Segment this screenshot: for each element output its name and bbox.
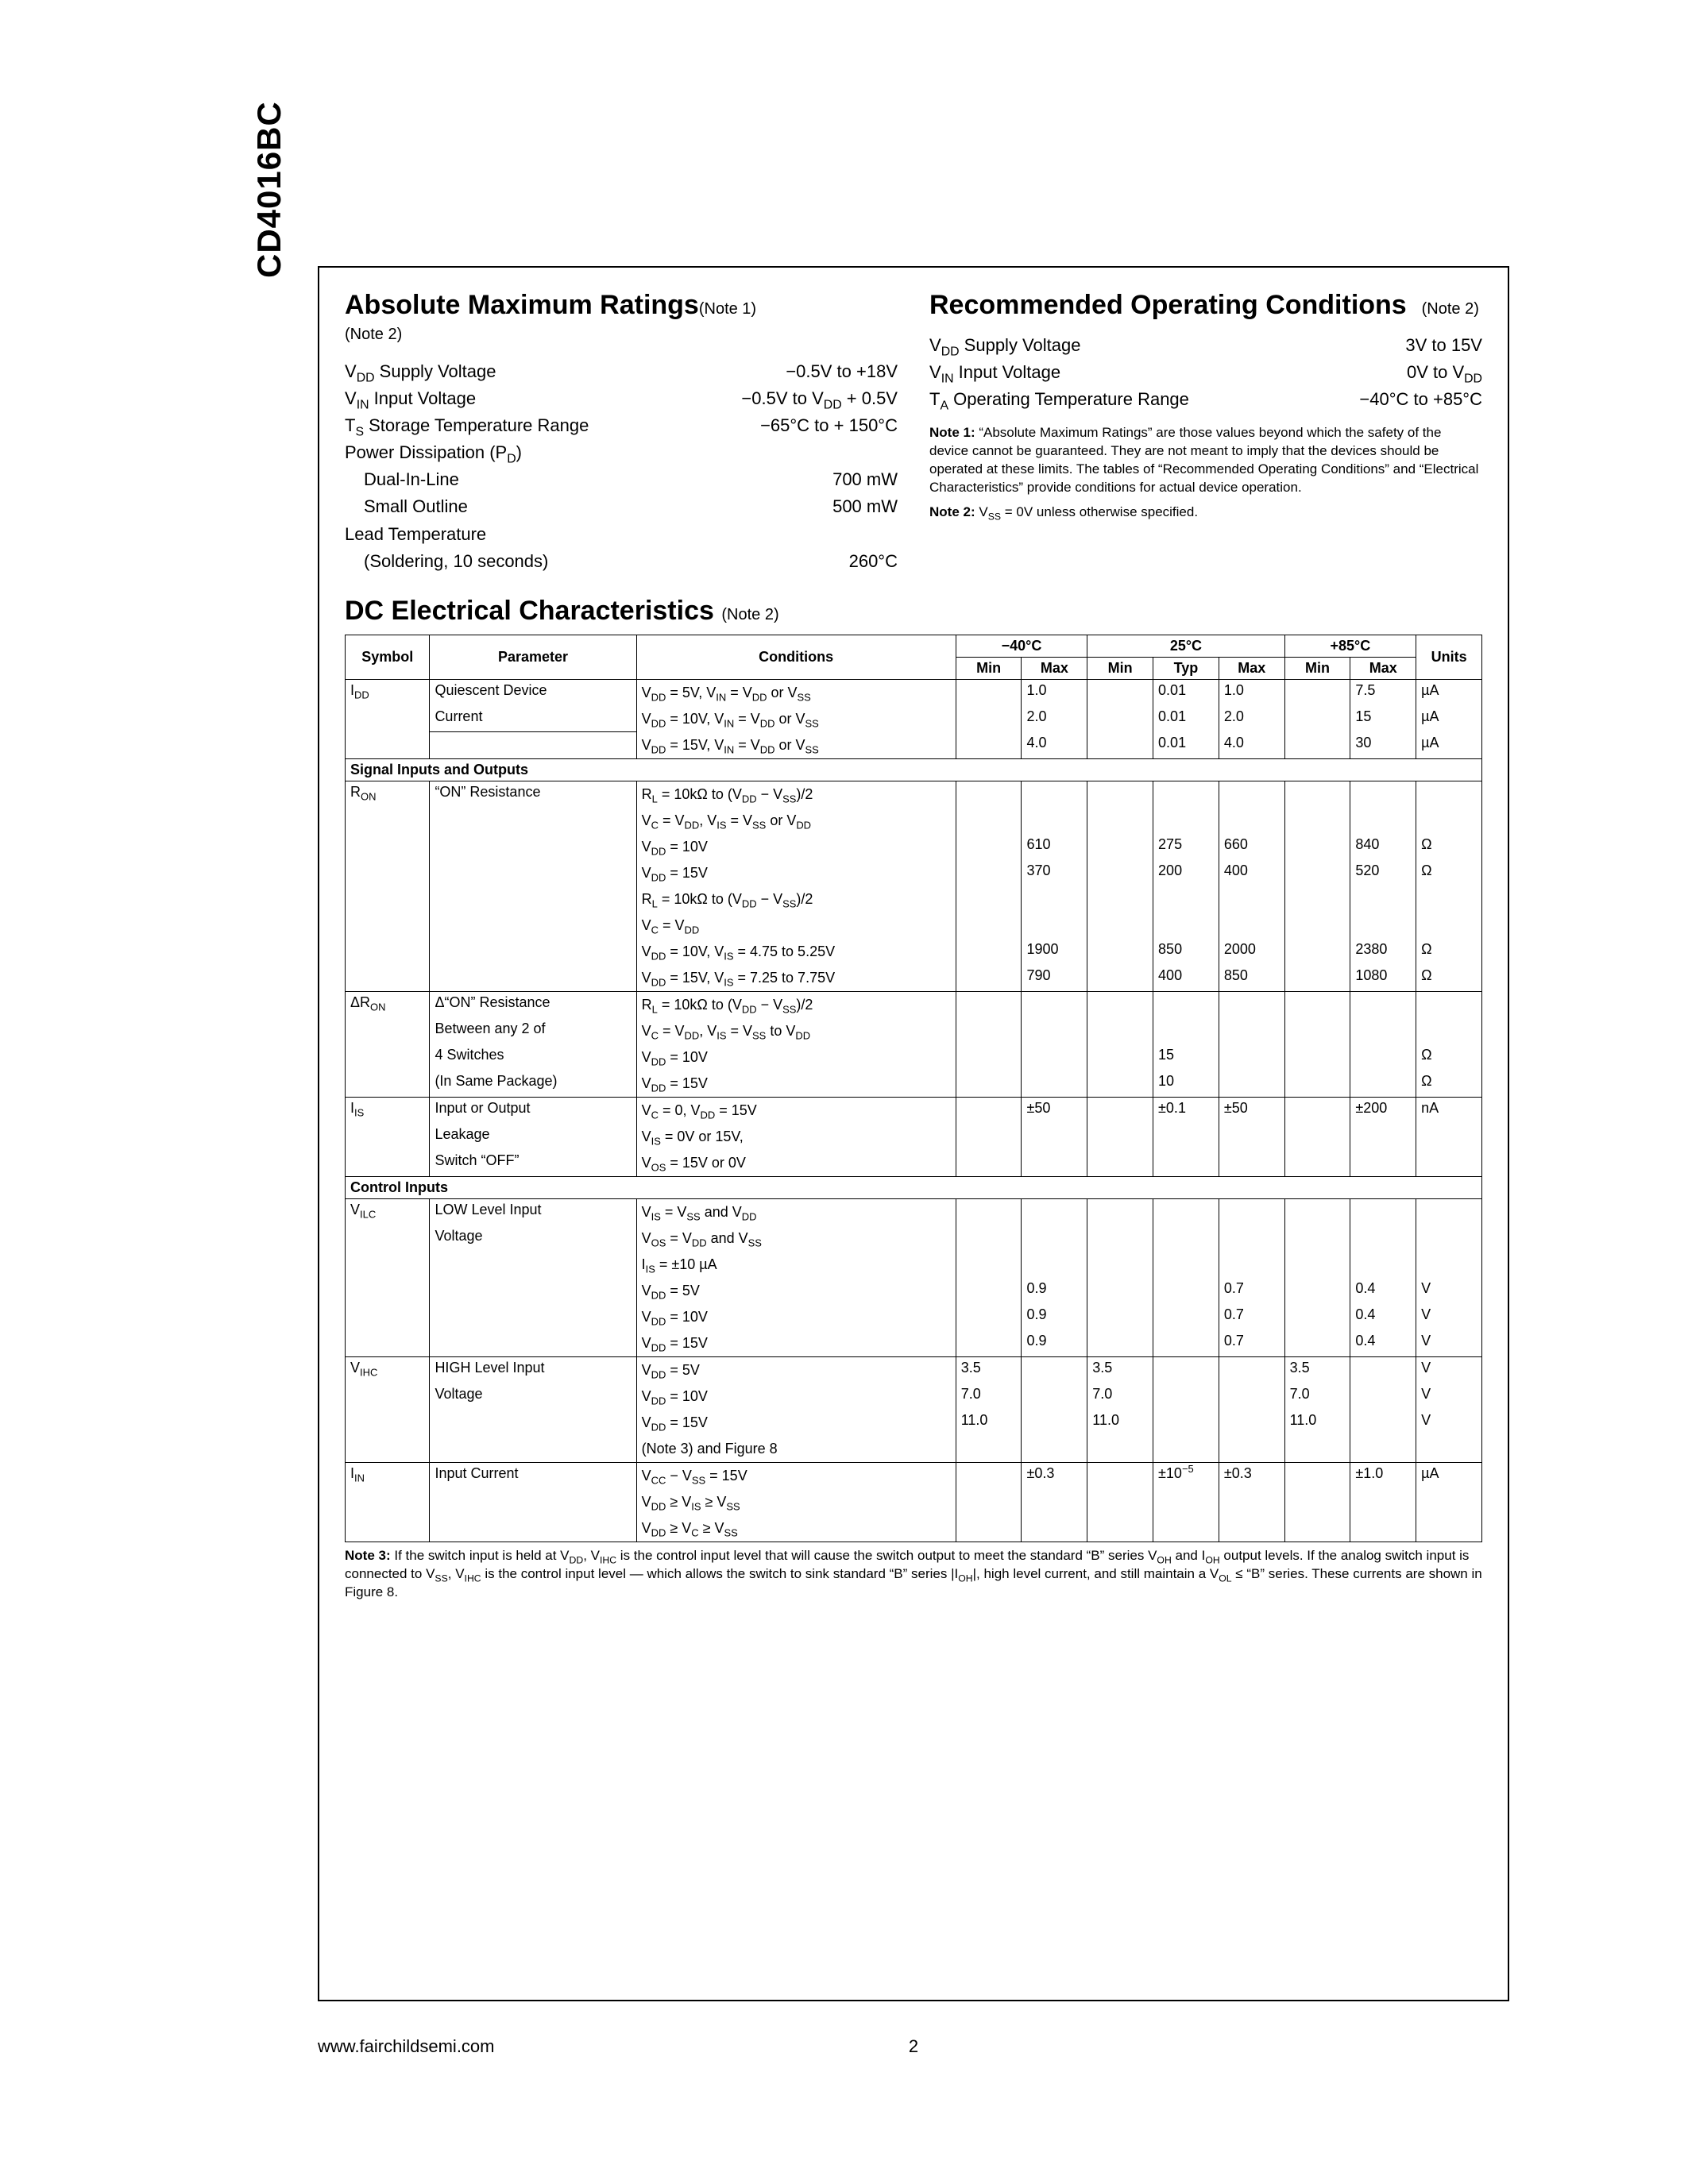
table-row: RON“ON” ResistanceRL = 10kΩ to (VDD − VS… xyxy=(346,781,1482,808)
roc-list: VDD Supply Voltage3V to 15VVIN Input Vol… xyxy=(929,332,1482,413)
th-typ-25: Typ xyxy=(1153,657,1219,679)
th-max-85: Max xyxy=(1350,657,1416,679)
amr-title-text: Absolute Maximum Ratings xyxy=(345,290,699,320)
table-row: VDD = 15V370200400520Ω xyxy=(346,860,1482,886)
footer-url: www.fairchildsemi.com xyxy=(318,2036,495,2057)
dc-table: Symbol Parameter Conditions −40°C 25°C +… xyxy=(345,635,1482,1542)
spec-row: (Soldering, 10 seconds)260°C xyxy=(345,548,898,575)
table-row: VDD = 5V0.90.70.4V xyxy=(346,1278,1482,1304)
note-3: Note 3: If the switch input is held at V… xyxy=(345,1547,1482,1602)
table-row: VC = VDD, VIS = VSS or VDD xyxy=(346,808,1482,834)
table-row: RL = 10kΩ to (VDD − VSS)/2 xyxy=(346,886,1482,913)
table-row: IIS = ±10 µA xyxy=(346,1252,1482,1278)
spec-row: VDD Supply Voltage3V to 15V xyxy=(929,332,1482,359)
th-units: Units xyxy=(1416,635,1482,679)
amr-subnote: (Note 2) xyxy=(345,326,898,344)
th-t1: −40°C xyxy=(956,635,1087,657)
table-row: VILCLOW Level InputVIS = VSS and VDD xyxy=(346,1198,1482,1225)
table-row: IDDQuiescent DeviceVDD = 5V, VIN = VDD o… xyxy=(346,679,1482,706)
table-row: Control Inputs xyxy=(346,1176,1482,1198)
dc-title: DC Electrical Characteristics (Note 2) xyxy=(345,596,1482,627)
note-2: Note 2: VSS = 0V unless otherwise specif… xyxy=(929,504,1482,522)
amr-title-note: (Note 1) xyxy=(699,300,756,318)
roc-title-text: Recommended Operating Conditions xyxy=(929,290,1407,320)
spec-row: VDD Supply Voltage−0.5V to +18V xyxy=(345,358,898,385)
table-row: IINInput CurrentVCC − VSS = 15V±0.3±10−5… xyxy=(346,1462,1482,1489)
th-t3: +85°C xyxy=(1284,635,1416,657)
th-min-85: Min xyxy=(1284,657,1350,679)
table-row: VC = VDD xyxy=(346,913,1482,939)
th-max-40: Max xyxy=(1022,657,1087,679)
dc-title-text: DC Electrical Characteristics xyxy=(345,596,714,626)
spec-row: VIN Input Voltage0V to VDD xyxy=(929,359,1482,386)
dc-title-note: (Note 2) xyxy=(721,606,778,623)
spec-row: Small Outline500 mW xyxy=(345,493,898,520)
table-row: VDD = 10V610275660840Ω xyxy=(346,834,1482,860)
content-frame: Absolute Maximum Ratings(Note 1) (Note 2… xyxy=(318,266,1509,2001)
table-row: Signal Inputs and Outputs xyxy=(346,758,1482,781)
table-row: 4 SwitchesVDD = 10V15Ω xyxy=(346,1044,1482,1071)
table-row: VDD = 15V, VIN = VDD or VSS4.00.014.030µ… xyxy=(346,732,1482,759)
table-row: (Note 3) and Figure 8 xyxy=(346,1436,1482,1463)
table-row: VDD ≥ VIS ≥ VSS xyxy=(346,1489,1482,1515)
th-t2: 25°C xyxy=(1087,635,1284,657)
table-row: VDD = 15V, VIS = 7.25 to 7.75V7904008501… xyxy=(346,965,1482,992)
part-number-label: CD4016BC xyxy=(250,101,288,278)
th-parameter: Parameter xyxy=(430,635,636,679)
table-row: ΔRONΔ“ON” ResistanceRL = 10kΩ to (VDD − … xyxy=(346,991,1482,1018)
footer-page: 2 xyxy=(909,2036,918,2057)
table-row: VDD ≥ VC ≥ VSS xyxy=(346,1515,1482,1542)
spec-row: Power Dissipation (PD) xyxy=(345,439,898,466)
note-1: Note 1: “Absolute Maximum Ratings” are t… xyxy=(929,424,1482,497)
spec-row: VIN Input Voltage−0.5V to VDD + 0.5V xyxy=(345,385,898,412)
spec-row: Dual-In-Line700 mW xyxy=(345,466,898,493)
table-row: CurrentVDD = 10V, VIN = VDD or VSS2.00.0… xyxy=(346,706,1482,732)
table-row: VDD = 10V, VIS = 4.75 to 5.25V1900850200… xyxy=(346,939,1482,965)
table-row: VDD = 15V11.011.011.0V xyxy=(346,1410,1482,1436)
th-max-25: Max xyxy=(1219,657,1284,679)
spec-row: Lead Temperature xyxy=(345,521,898,548)
amr-title: Absolute Maximum Ratings(Note 1) xyxy=(345,290,898,321)
table-row: LeakageVIS = 0V or 15V, xyxy=(346,1124,1482,1150)
roc-section: Recommended Operating Conditions (Note 2… xyxy=(929,290,1482,575)
page-footer: www.fairchildsemi.com 2 xyxy=(318,2036,1509,2057)
table-row: (In Same Package)VDD = 15V10Ω xyxy=(346,1071,1482,1098)
table-row: VDD = 15V0.90.70.4V xyxy=(346,1330,1482,1357)
table-row: Switch “OFF”VOS = 15V or 0V xyxy=(346,1150,1482,1177)
spec-row: TS Storage Temperature Range−65°C to + 1… xyxy=(345,412,898,439)
roc-title: Recommended Operating Conditions (Note 2… xyxy=(929,290,1482,321)
table-row: VoltageVOS = VDD and VSS xyxy=(346,1225,1482,1252)
table-row: Between any 2 ofVC = VDD, VIS = VSS to V… xyxy=(346,1018,1482,1044)
spec-row: TA Operating Temperature Range−40°C to +… xyxy=(929,386,1482,413)
amr-section: Absolute Maximum Ratings(Note 1) (Note 2… xyxy=(345,290,898,575)
roc-title-note: (Note 2) xyxy=(1422,300,1479,318)
th-min-25: Min xyxy=(1087,657,1153,679)
th-symbol: Symbol xyxy=(346,635,430,679)
th-min-40: Min xyxy=(956,657,1022,679)
table-row: IISInput or OutputVC = 0, VDD = 15V±50±0… xyxy=(346,1097,1482,1124)
table-row: VoltageVDD = 10V7.07.07.0V xyxy=(346,1383,1482,1410)
table-row: VIHCHIGH Level InputVDD = 5V3.53.53.5V xyxy=(346,1356,1482,1383)
th-conditions: Conditions xyxy=(636,635,956,679)
amr-list: VDD Supply Voltage−0.5V to +18VVIN Input… xyxy=(345,358,898,575)
table-row: VDD = 10V0.90.70.4V xyxy=(346,1304,1482,1330)
